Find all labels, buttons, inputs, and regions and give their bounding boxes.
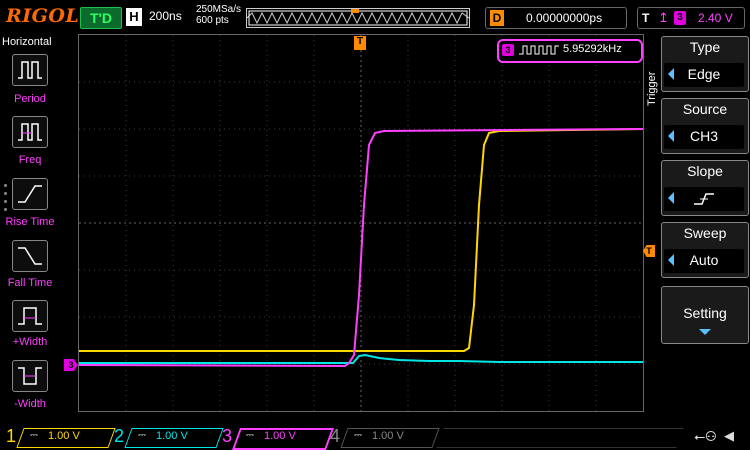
ch1-coupling: ⎓ [30,430,38,441]
trigger-level-value: 2.40 V [698,11,733,25]
trigger-sweep-button[interactable]: Sweep Auto [661,222,749,278]
period-button[interactable] [12,54,48,86]
top-status-bar: RIGOL T'D H 200ns 250MSa/s 600 pts D 0.0… [0,0,750,34]
ch4-scale: 1.00 V [372,430,404,442]
ch1-waveform [79,128,644,352]
trigger-section-title: Trigger [646,71,658,107]
acquisition-info: 250MSa/s 600 pts [196,4,241,26]
pos-width-label: +Width [12,336,48,348]
trigger-position-marker[interactable]: T [354,36,366,50]
readout-channel-badge: 3 [502,44,514,56]
ch2-scale: 1.00 V [156,430,188,442]
fall-time-label: Fall Time [7,277,53,289]
overview-trigger-marker [351,9,359,13]
setting-label: Setting [683,305,727,321]
left-arrow-icon [668,254,674,266]
ch2-number: 2 [114,426,125,446]
ch1-scale: 1.00 V [48,430,80,442]
memory-depth: 600 pts [196,15,229,26]
source-value: CH3 [689,128,718,144]
square-wave-icon [519,45,559,55]
ch3-coupling: ⎓ [246,430,254,441]
trigger-type-button[interactable]: Type Edge [661,36,749,92]
ch3-tab[interactable]: 3 ⎓ 1.00 V [218,426,335,450]
rise-time-button[interactable] [12,178,48,210]
ch4-coupling: ⎓ [354,430,362,441]
freq-button[interactable] [12,116,48,148]
freq-measure-icon [18,123,42,141]
trigger-source-button[interactable]: Source CH3 [661,98,749,154]
slope-value-field [664,187,744,211]
delay-value: 0.00000000ps [526,11,603,25]
waveform-display[interactable]: 3 5.95292kHz [78,34,644,412]
ch3-waveform [78,128,644,368]
usb-icon: ⭠⚇ [694,428,717,444]
center-axes [79,35,643,411]
ch2-coupling: ⎓ [138,430,146,441]
ch3-scale: 1.00 V [264,430,296,442]
sample-rate: 250MSa/s [196,4,242,15]
ch3-number: 3 [222,426,233,446]
slope-label: Slope [687,163,723,179]
neg-width-label: -Width [14,398,46,410]
fall-time-button[interactable] [12,240,48,272]
frequency-value: 5.95292kHz [563,43,622,55]
ch2-tab[interactable]: 2 ⎓ 1.00 V [110,426,224,448]
rise-time-label: Rise Time [5,216,55,228]
source-value-field: CH3 [664,125,744,149]
pos-width-button[interactable] [12,300,48,332]
rising-edge-icon: ↥ [658,10,669,25]
frequency-readout[interactable]: 3 5.95292kHz [497,39,643,63]
period-measure-icon [18,61,42,79]
type-value-field: Edge [664,63,744,87]
delay-label: D [490,10,504,26]
period-label: Period [14,93,46,105]
sweep-label: Sweep [683,225,727,241]
page-indicator [4,184,8,216]
type-label: Type [689,39,721,55]
pos-width-icon [18,307,42,325]
measure-panel: Horizontal Period Freq Rise Time Fall Ti… [0,34,60,422]
neg-width-button[interactable] [12,360,48,392]
trigger-slope-button[interactable]: Slope [661,160,749,216]
trigger-info-box[interactable]: T ↥ 3 2.40 V [637,7,745,29]
ch4-tab[interactable]: 4 ⎓ 1.00 V [326,426,440,448]
trigger-label: T [642,11,650,25]
neg-width-icon [18,367,42,385]
ch4-number: 4 [330,426,341,446]
rise-time-icon [18,185,42,203]
horizontal-label: H [126,8,142,26]
status-strip [436,428,684,448]
freq-label: Freq [18,154,42,166]
trigger-status-badge: T'D [80,7,122,29]
trigger-menu: Trigger Type Edge Source CH3 Slope Sweep… [646,34,750,422]
brand-logo: RIGOL [6,5,80,27]
ch1-tab[interactable]: 1 ⎓ 1.00 V [2,426,116,448]
speaker-icon: ◀ [724,428,734,443]
panel-title: Horizontal [2,36,52,48]
sweep-value-field: Auto [664,249,744,273]
type-value: Edge [687,66,721,82]
left-arrow-icon [668,192,674,204]
trigger-setting-button[interactable]: Setting [661,286,749,344]
down-arrow-icon [699,329,711,335]
trigger-level-marker[interactable]: T [643,245,655,257]
timebase-value[interactable]: 200ns [149,9,182,23]
ch2-waveform [79,353,643,364]
rising-slope-icon [694,193,714,205]
trigger-channel-badge: 3 [674,11,686,25]
sweep-value: Auto [689,252,719,268]
memory-overview-bar[interactable] [246,8,470,28]
waveform-canvas [78,35,644,411]
fall-time-icon [18,247,42,265]
left-arrow-icon [668,68,674,80]
delay-box[interactable]: D 0.00000000ps [485,7,627,29]
ch1-number: 1 [6,426,17,446]
source-label: Source [682,101,728,117]
ch3-ground-marker[interactable]: 3 [64,359,78,371]
channel-status-bar: 1 ⎓ 1.00 V 2 ⎓ 1.00 V 3 ⎓ 1.00 V 4 ⎓ 1.0… [0,424,750,450]
left-arrow-icon [668,130,674,142]
